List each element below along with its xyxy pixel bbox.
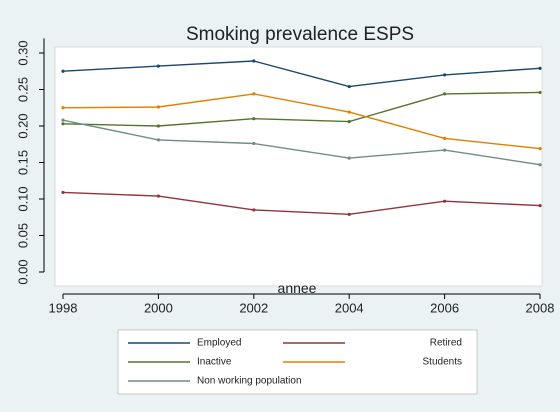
y-tick-label: 0.05 (15, 223, 30, 248)
data-point (538, 66, 542, 70)
data-point (538, 203, 542, 208)
legend-label: Employed (197, 338, 241, 349)
data-point (61, 69, 65, 73)
data-point (443, 199, 447, 203)
data-point (443, 73, 447, 77)
data-point (156, 194, 160, 198)
y-tick-label: 0.15 (15, 150, 30, 175)
series-line-4 (62, 119, 541, 166)
data-point (347, 156, 351, 160)
data-point (156, 124, 160, 128)
series-line-0 (62, 60, 541, 88)
legend-label: Inactive (197, 357, 232, 368)
legend-label: Non working population (197, 376, 302, 387)
data-point (61, 106, 65, 110)
x-tick-label: 1998 (49, 301, 78, 316)
series-line-2 (62, 91, 541, 127)
data-point (347, 212, 351, 216)
x-tick-label: 2002 (239, 301, 268, 316)
plot-area: 0.00 0.05 0.10 0.15 0.20 0.25 0.30 1998 2000 2002… (15, 38, 555, 316)
data-point (156, 138, 160, 142)
legend-label: Students (423, 357, 462, 368)
y-tick-label: 0.10 (15, 186, 30, 211)
data-point (252, 117, 256, 121)
data-point (443, 148, 447, 152)
legend: Employed Retired Inactive Students Non worki… (117, 329, 478, 395)
data-point (61, 118, 65, 122)
chart-title: Smoking prevalence ESPS (186, 24, 414, 45)
data-point (252, 141, 256, 146)
data-point (443, 92, 447, 96)
x-tick-label: 2004 (335, 301, 364, 316)
data-point (443, 136, 447, 141)
data-point (252, 92, 256, 96)
data-point (61, 190, 65, 195)
y-tick-label: 0.20 (15, 113, 30, 138)
data-point (252, 59, 256, 63)
x-axis-label: annee (278, 280, 317, 296)
series-line-1 (62, 191, 541, 216)
data-point (156, 64, 160, 68)
y-tick-label: 0.25 (15, 77, 30, 102)
x-tick-label: 2006 (430, 301, 459, 316)
data-point (538, 147, 542, 151)
data-point (61, 122, 65, 126)
data-point (156, 105, 160, 109)
plot-background (54, 46, 543, 287)
y-tick-label: 0.30 (15, 40, 30, 65)
x-tick-label: 2000 (144, 301, 173, 316)
data-point (538, 163, 542, 167)
legend-label: Retired (430, 338, 462, 349)
data-point (252, 208, 256, 212)
data-point (538, 90, 542, 95)
data-point (347, 110, 351, 114)
series-line-3 (62, 93, 541, 150)
y-tick-label: 0.00 (15, 259, 30, 284)
x-tick-label: 2008 (526, 301, 555, 316)
data-point (347, 120, 351, 124)
data-point (347, 84, 351, 89)
